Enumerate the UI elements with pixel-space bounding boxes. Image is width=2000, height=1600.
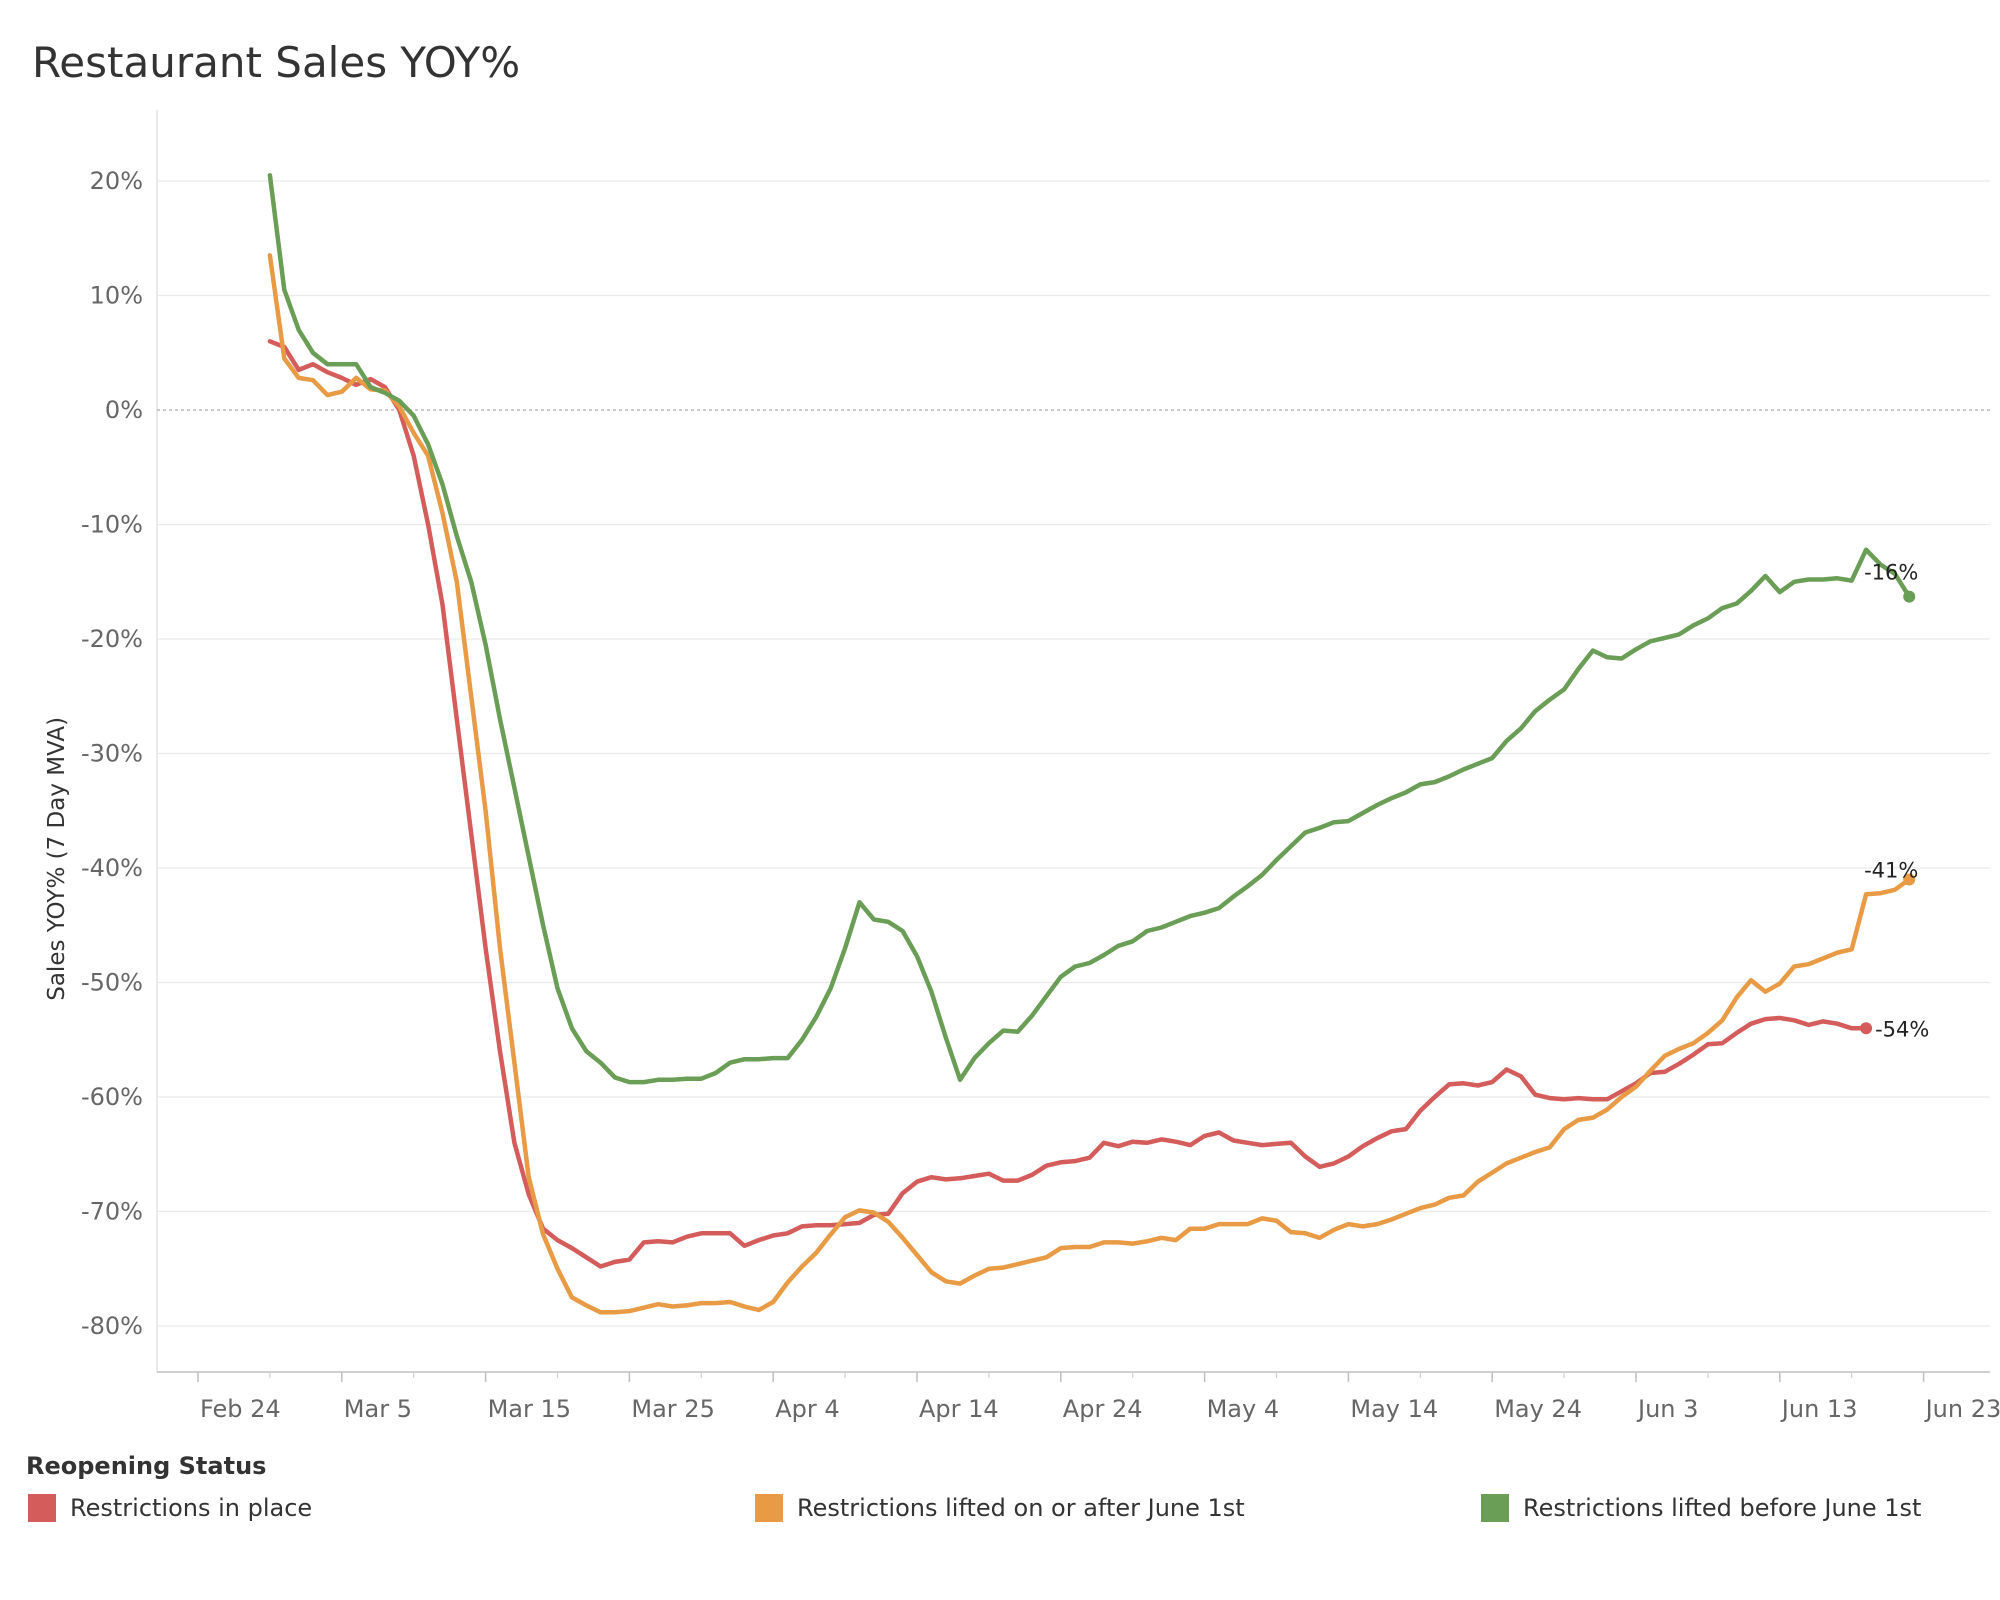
x-tick-label: Mar 5 xyxy=(344,1395,412,1423)
legend-item-lifted-before-june-1[interactable]: Restrictions lifted before June 1st xyxy=(1481,1492,1921,1524)
series-line-lifted-before-june-1 xyxy=(267,173,1912,1085)
x-tick-label: Jun 3 xyxy=(1636,1395,1698,1423)
x-tick-label: Jun 13 xyxy=(1780,1395,1858,1423)
end-label-red: -54% xyxy=(1875,1017,1929,1041)
y-tick-label: 10% xyxy=(90,282,143,310)
y-tick-label: -80% xyxy=(81,1312,143,1340)
y-tick-label: -30% xyxy=(81,740,143,768)
legend-item-lifted-after-june-1[interactable]: Restrictions lifted on or after June 1st xyxy=(755,1492,1245,1524)
legend-title: Reopening Status xyxy=(26,1452,267,1480)
y-tick-label: -50% xyxy=(81,969,143,997)
x-tick-label: May 24 xyxy=(1494,1395,1582,1423)
series-line-lifted-after-june-1 xyxy=(267,253,1912,1315)
end-label-orange: -41% xyxy=(1864,858,1918,882)
x-tick-label: Feb 24 xyxy=(200,1395,281,1423)
chart-title: Restaurant Sales YOY% xyxy=(32,38,521,87)
y-axis: 20% 10% 0% -10% -20% -30% -40% -50% -60% -70% -80% xyxy=(81,167,143,1340)
y-tick-label: -60% xyxy=(81,1083,143,1111)
end-point-marker xyxy=(1903,590,1916,603)
end-point-marker xyxy=(1903,873,1916,886)
x-tick-label: Mar 15 xyxy=(488,1395,571,1423)
x-tick-label: Apr 14 xyxy=(919,1395,999,1423)
legend: Reopening Status Restrictions in place R… xyxy=(26,1452,1986,1552)
end-labels: -16% -41% -54% xyxy=(1860,561,1929,1041)
y-tick-label: 0% xyxy=(105,396,143,424)
end-label-green: -16% xyxy=(1864,561,1918,585)
y-axis-title: Sales YOY% (7 Day MVA) xyxy=(44,717,70,1001)
x-tick-label: Mar 25 xyxy=(631,1395,714,1423)
legend-swatch-red xyxy=(28,1494,56,1522)
y-tick-label: -70% xyxy=(81,1198,143,1226)
legend-label: Restrictions in place xyxy=(70,1494,313,1522)
y-tick-label: -40% xyxy=(81,854,143,882)
legend-label: Restrictions lifted before June 1st xyxy=(1523,1494,1922,1522)
end-point-marker xyxy=(1860,1022,1873,1035)
legend-label: Restrictions lifted on or after June 1st xyxy=(797,1494,1245,1522)
legend-swatch-orange xyxy=(755,1494,783,1522)
legend-swatch-green xyxy=(1481,1494,1509,1522)
y-tick-label: -20% xyxy=(81,625,143,653)
x-axis: Feb 24 Mar 5 Mar 15 Mar 25 Apr 4 Apr 14 Apr 24… xyxy=(197,1372,2000,1423)
x-tick-label: Apr 24 xyxy=(1063,1395,1143,1423)
y-tick-label: 20% xyxy=(90,167,143,195)
x-tick-label: May 14 xyxy=(1350,1395,1438,1423)
line-chart: 20% 10% 0% -10% -20% -30% -40% -50% -60% -70% -80%… xyxy=(44,110,2000,1423)
legend-item-restrictions-in-place[interactable]: Restrictions in place xyxy=(28,1492,312,1524)
series-line-restrictions-in-place xyxy=(267,339,1869,1269)
gridlines xyxy=(156,110,1990,1373)
series-lines xyxy=(267,173,1912,1315)
x-tick-label: May 4 xyxy=(1207,1395,1280,1423)
x-tick-label: Jun 23 xyxy=(1924,1395,2000,1423)
y-tick-label: -10% xyxy=(81,511,143,539)
x-tick-label: Apr 4 xyxy=(775,1395,839,1423)
